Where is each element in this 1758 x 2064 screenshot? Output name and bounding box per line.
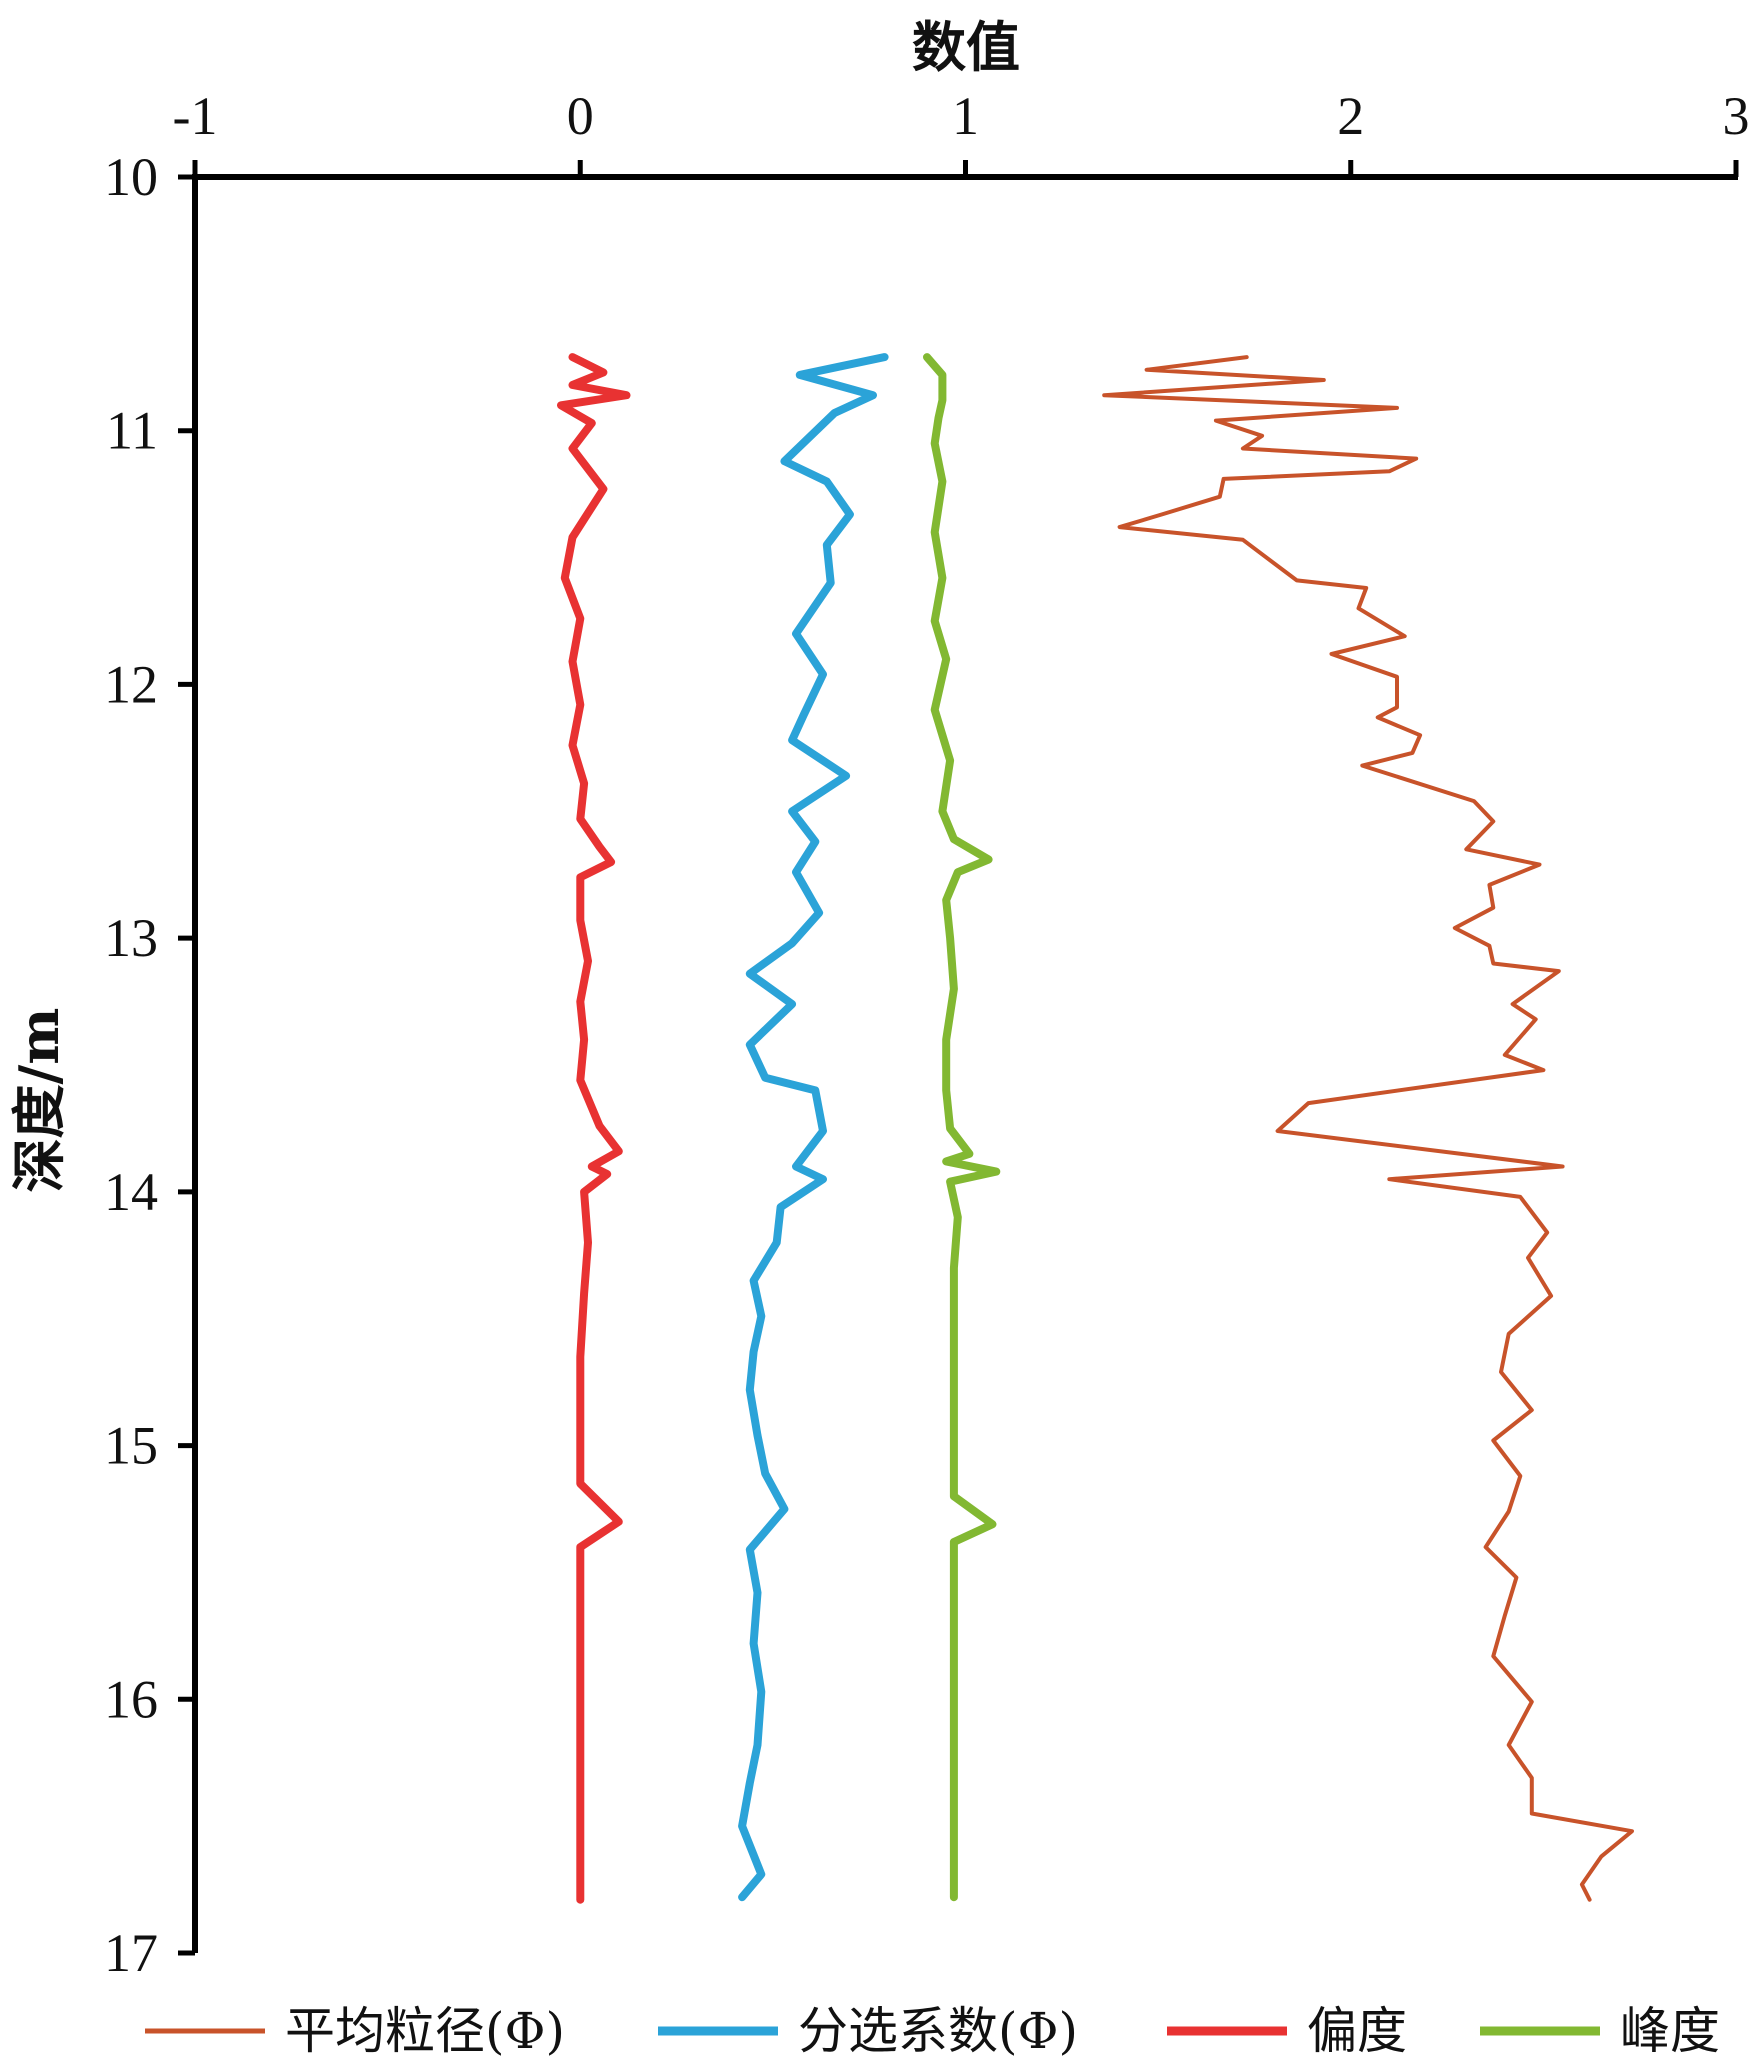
y-tick-label-4: 14 (104, 1162, 158, 1222)
series-line-3 (923, 353, 1001, 1902)
legend: 平均粒径(Φ) 分选系数(Φ) 偏度 峰度 (145, 2002, 1720, 2060)
y-tick-label-0: 10 (104, 147, 158, 207)
x-tick-label-3: 2 (1337, 86, 1364, 146)
y-axis-title: 深度/m (7, 1008, 71, 1193)
x-tick-label-2: 1 (952, 86, 979, 146)
legend-label-0: 平均粒径(Φ) (285, 2002, 565, 2060)
series-line-0 (1102, 355, 1634, 1902)
y-tick-label-2: 12 (104, 654, 158, 714)
y-tick-label-3: 13 (104, 908, 158, 968)
x-tick-label-1: 0 (567, 86, 594, 146)
legend-label-3: 峰度 (1620, 2002, 1720, 2060)
legend-label-2: 偏度 (1307, 2002, 1407, 2060)
y-ticks: 10 11 12 13 14 15 16 17 (104, 147, 195, 1983)
y-tick-label-5: 15 (104, 1416, 158, 1476)
legend-label-1: 分选系数(Φ) (798, 2002, 1078, 2060)
x-tick-label-4: 3 (1723, 86, 1750, 146)
series-line-2 (557, 353, 631, 1904)
y-tick-label-7: 17 (104, 1923, 158, 1983)
x-axis-title: 数值 (912, 15, 1020, 79)
x-tick-label-0: -1 (173, 86, 218, 146)
series-line-1 (738, 353, 889, 1902)
y-tick-label-1: 11 (106, 401, 158, 461)
series-layer (557, 353, 1634, 1904)
x-ticks: -1 0 1 2 3 (173, 86, 1750, 177)
y-tick-label-6: 16 (104, 1669, 158, 1729)
